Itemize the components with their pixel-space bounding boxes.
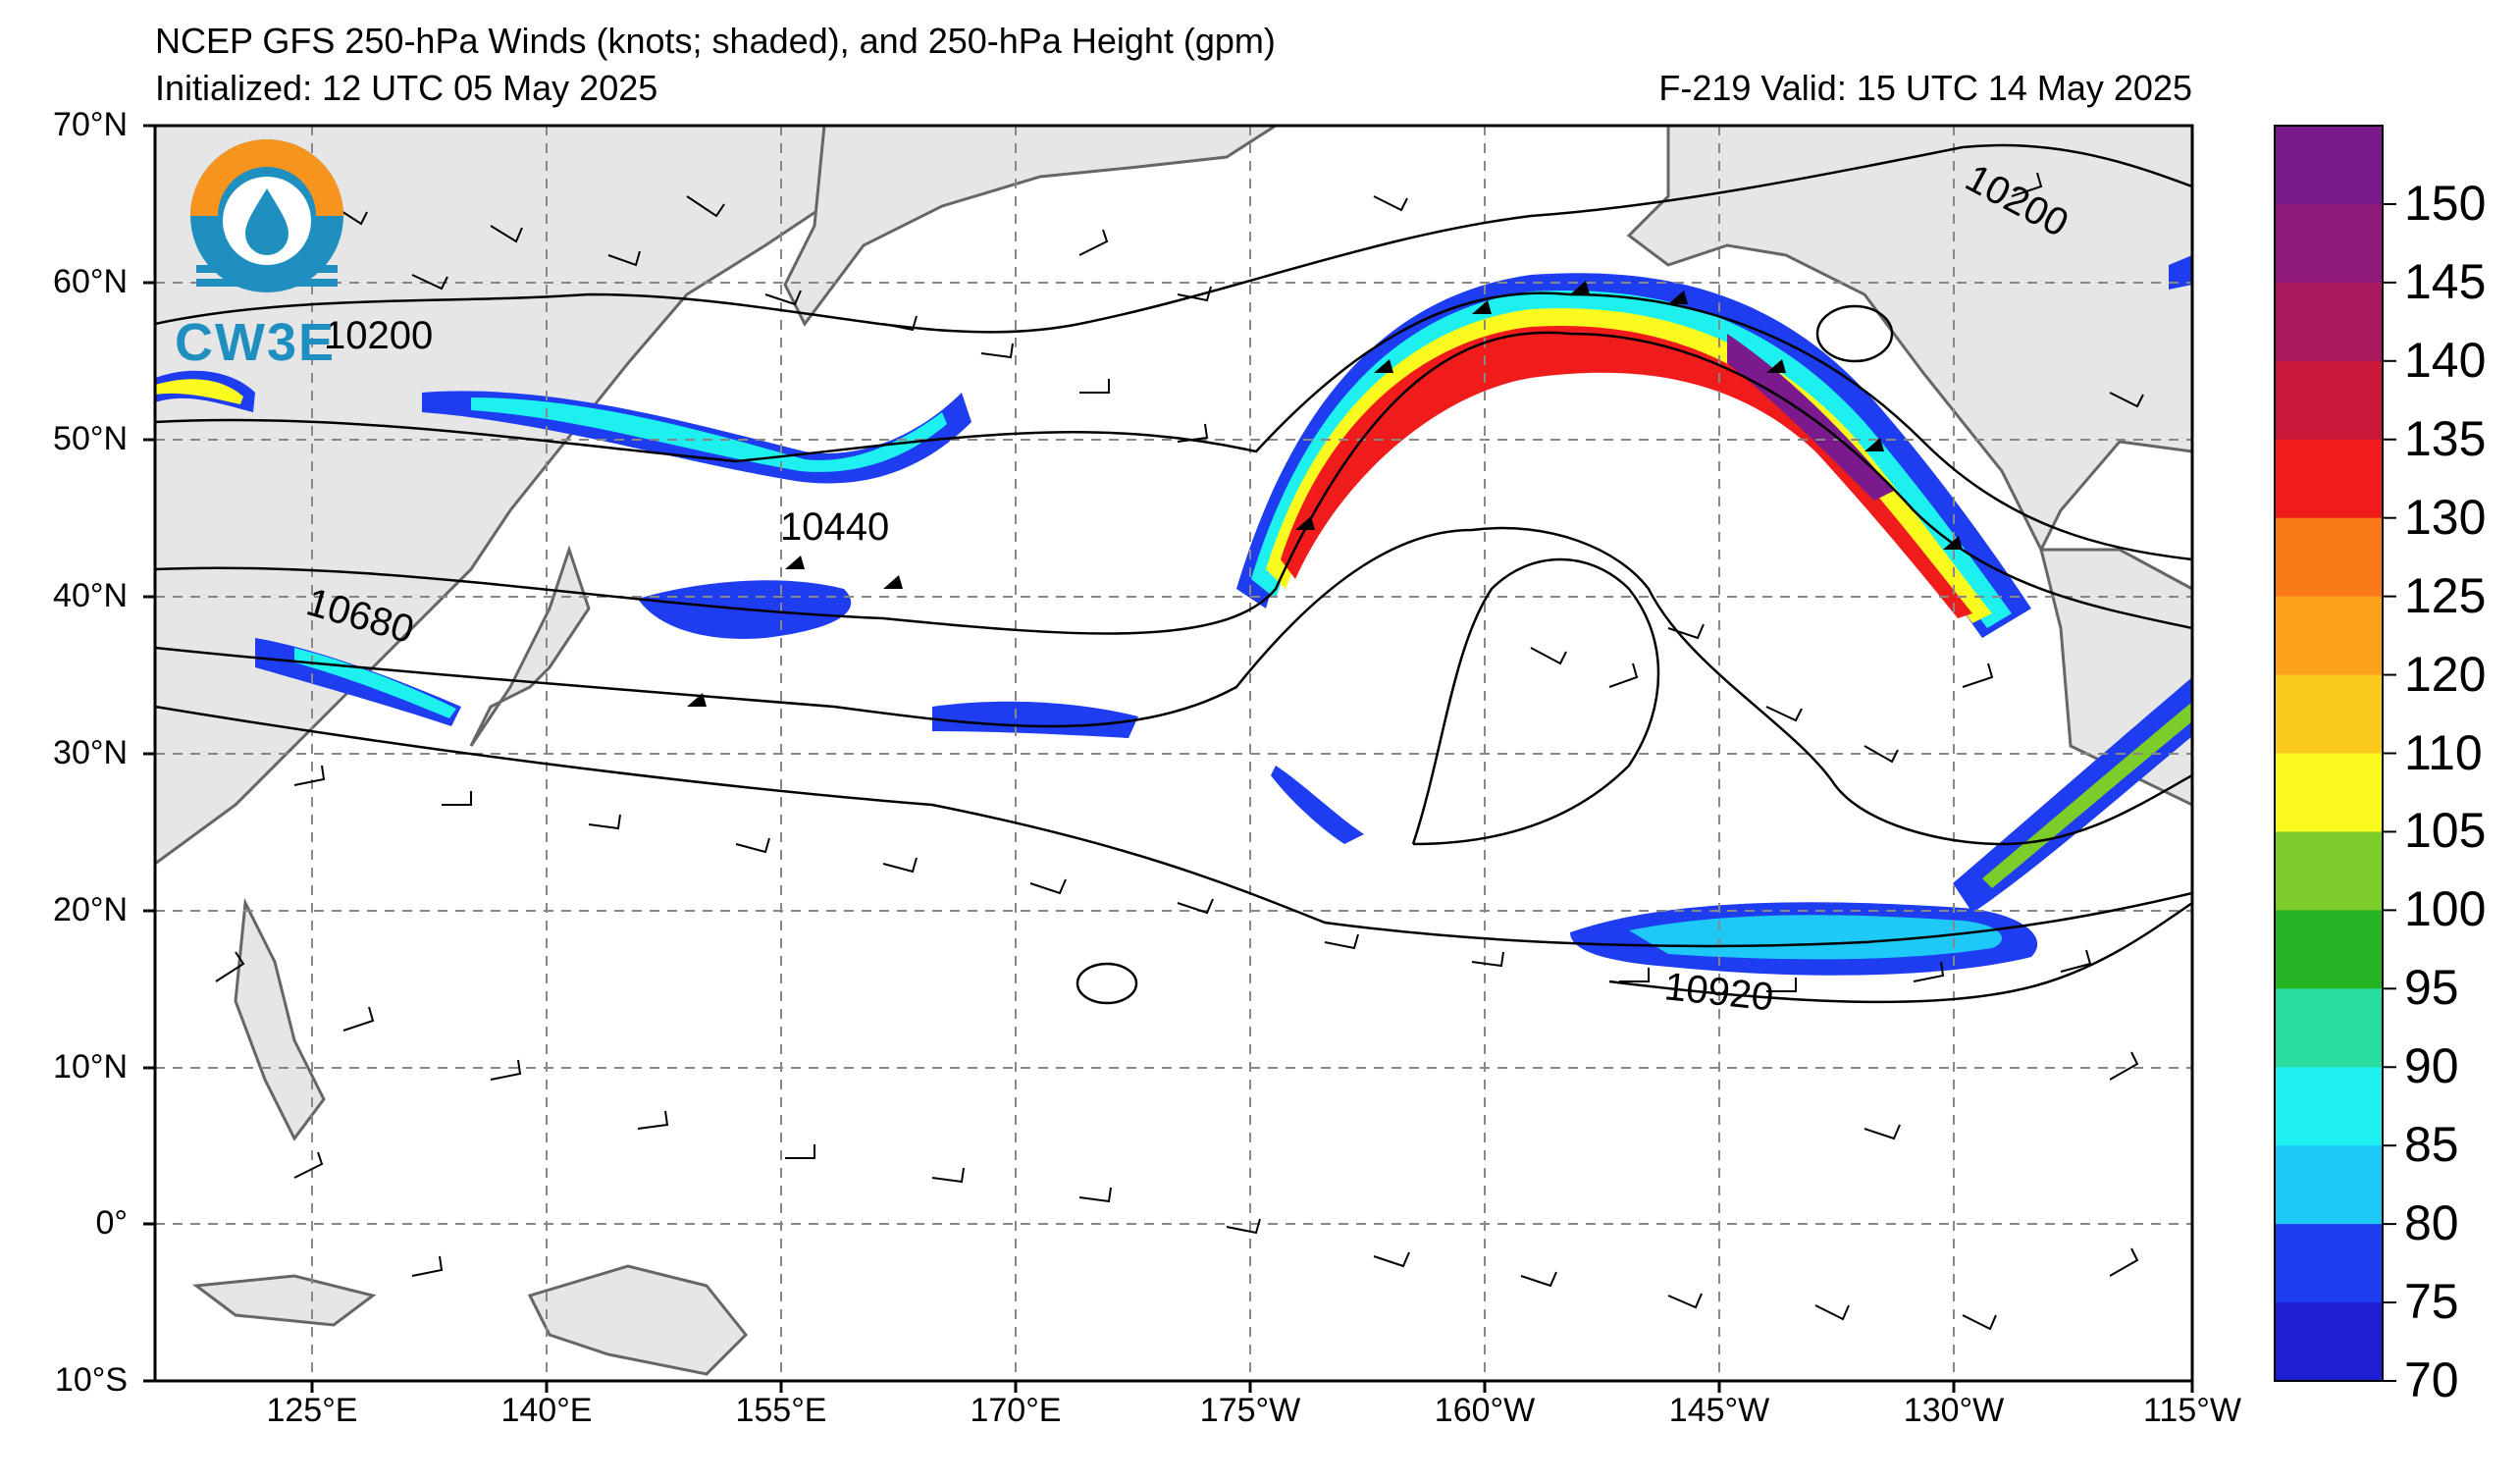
colorbar-label: 145 <box>2404 253 2487 309</box>
lat-label-10n: 10°N <box>53 1048 128 1086</box>
contour-label-10200-west: 10200 <box>324 314 433 357</box>
colorbar-label: 90 <box>2404 1038 2459 1094</box>
initialized-time: Initialized: 12 UTC 05 May 2025 <box>155 68 658 108</box>
colorbar-frame <box>2274 125 2384 1382</box>
colorbar-segment <box>2275 517 2383 598</box>
lon-label-130w: 130°W <box>1903 1392 2005 1429</box>
colorbar-segment <box>2275 988 2383 1068</box>
lat-label-40n: 40°N <box>53 577 128 614</box>
colorbar-label: 80 <box>2404 1195 2459 1251</box>
gridlines <box>155 126 2192 1381</box>
colorbar-segment <box>2275 910 2383 989</box>
colorbar-label: 140 <box>2404 332 2487 388</box>
colorbar-segment <box>2275 753 2383 832</box>
lon-label-125e: 125°E <box>266 1392 358 1429</box>
height-contours <box>155 143 2192 1005</box>
lon-label-160w: 160°W <box>1434 1392 1536 1429</box>
colorbar-segment <box>2275 360 2383 441</box>
lat-label-0: 0° <box>95 1204 128 1242</box>
lat-label-20n: 20°N <box>53 891 128 928</box>
valid-time: F-219 Valid: 15 UTC 14 May 2025 <box>1658 68 2192 108</box>
colorbar-label: 130 <box>2404 489 2487 545</box>
map-title: NCEP GFS 250-hPa Winds (knots; shaded), … <box>155 21 1276 61</box>
cw3e-logo <box>190 139 343 292</box>
lon-label-140e: 140°E <box>500 1392 593 1429</box>
colorbar <box>2275 126 2396 1382</box>
colorbar-segment <box>2275 674 2383 754</box>
lat-label-50n: 50°N <box>53 420 128 457</box>
lat-label-10s: 10°S <box>54 1361 128 1399</box>
colorbar-label: 75 <box>2404 1274 2459 1330</box>
colorbar-segment <box>2275 439 2383 519</box>
colorbar-segment <box>2275 126 2383 205</box>
colorbar-segment <box>2275 282 2383 362</box>
colorbar-label: 105 <box>2404 803 2487 859</box>
lon-label-170e: 170°E <box>970 1392 1062 1429</box>
lat-label-60n: 60°N <box>53 263 128 300</box>
colorbar-segment <box>2275 1145 2383 1225</box>
contour-label-10440: 10440 <box>780 505 889 549</box>
colorbar-segment <box>2275 1067 2383 1146</box>
colorbar-segment <box>2275 1224 2383 1303</box>
lat-label-70n: 70°N <box>53 106 128 143</box>
colorbar-label: 110 <box>2404 724 2483 780</box>
colorbar-label: 125 <box>2404 567 2487 623</box>
colorbar-label: 120 <box>2404 646 2487 702</box>
colorbar-label: 95 <box>2404 960 2459 1016</box>
colorbar-label: 100 <box>2404 881 2487 937</box>
logo-text: CW3E <box>175 313 337 372</box>
lon-label-175w: 175°W <box>1199 1392 1301 1429</box>
colorbar-label: 150 <box>2404 175 2487 231</box>
colorbar-label: 135 <box>2404 410 2487 466</box>
colorbar-segment <box>2275 1302 2383 1382</box>
axis-ticks <box>143 124 2194 1393</box>
wind-speed-shading <box>155 255 2192 976</box>
colorbar-segment <box>2275 831 2383 911</box>
lon-label-145w: 145°W <box>1668 1392 1770 1429</box>
colorbar-segment <box>2275 596 2383 676</box>
lat-label-30n: 30°N <box>53 734 128 771</box>
lon-label-155e: 155°E <box>735 1392 827 1429</box>
colorbar-label: 85 <box>2404 1117 2459 1173</box>
colorbar-segment <box>2275 203 2383 284</box>
colorbar-label: 70 <box>2404 1352 2459 1407</box>
lon-label-115w: 115°W <box>2143 1392 2241 1429</box>
